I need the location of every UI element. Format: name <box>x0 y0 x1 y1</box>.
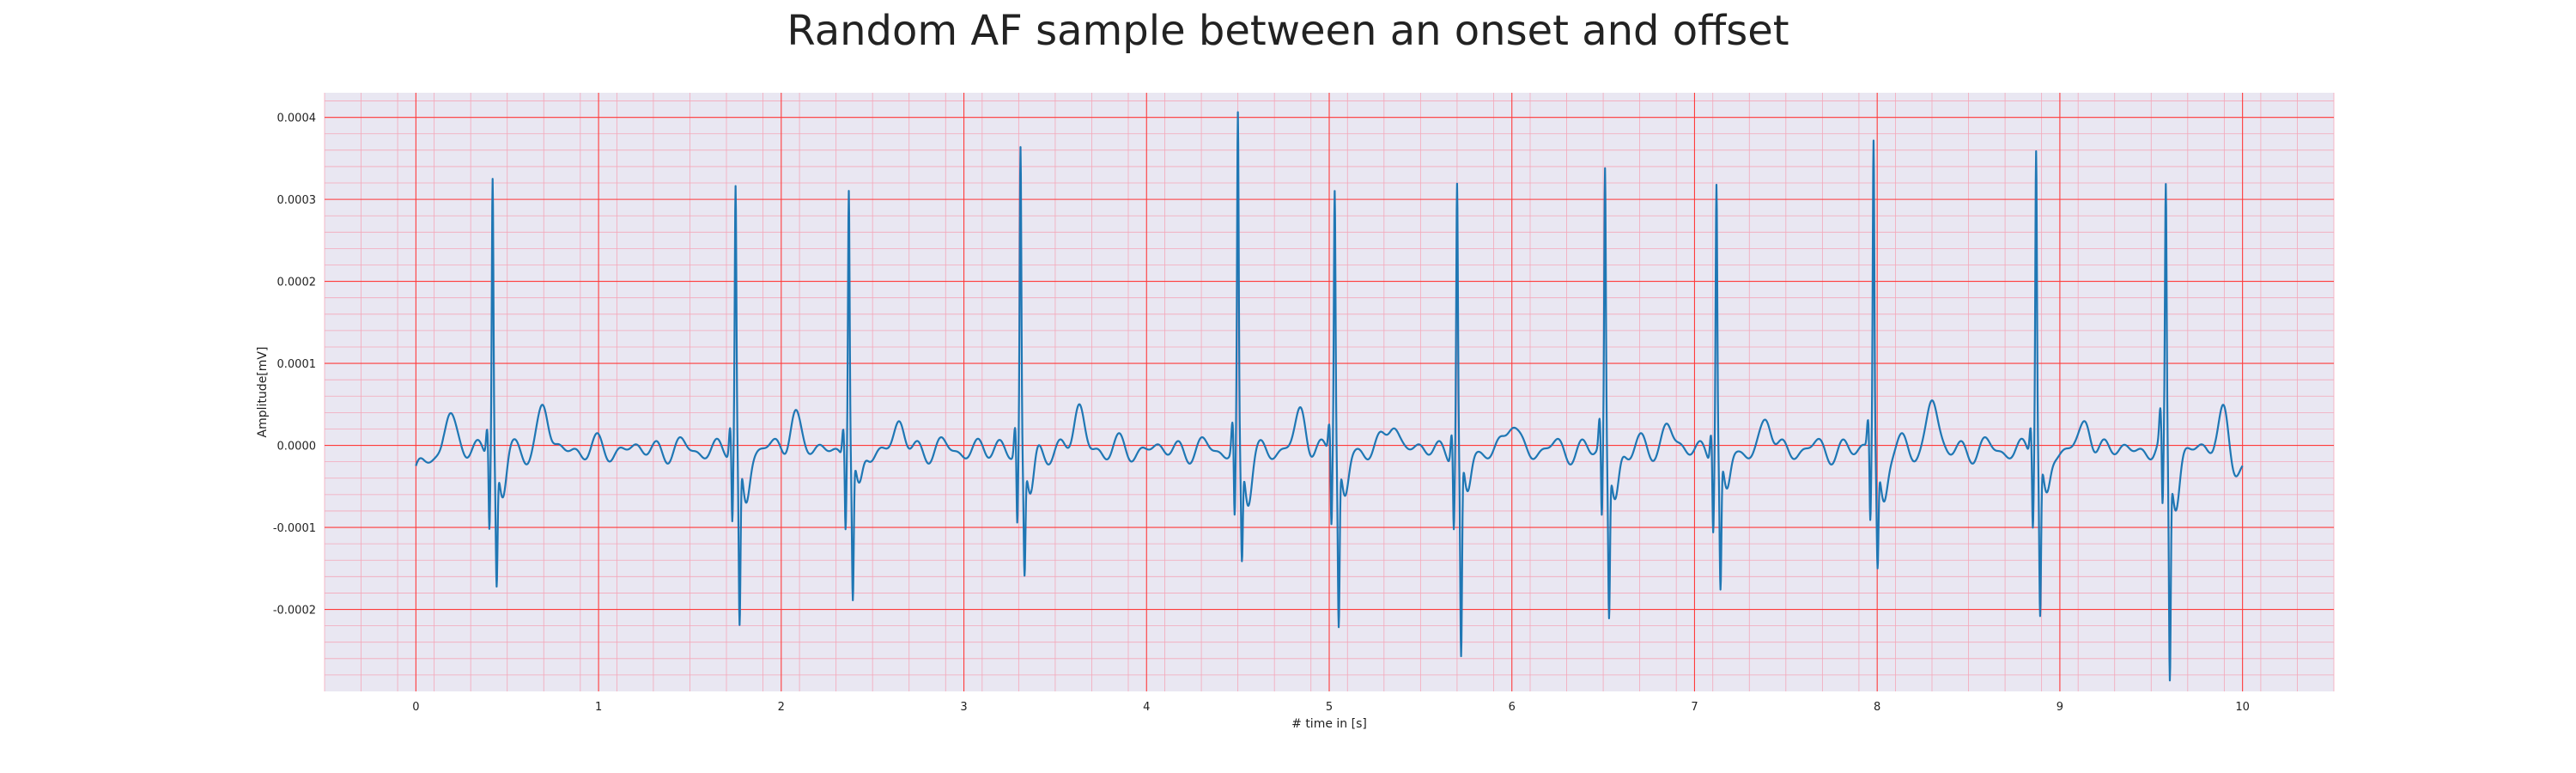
ecg-signal-line <box>415 111 2244 682</box>
x-tick-label: 1 <box>595 701 602 714</box>
y-tick-label: 0.0000 <box>277 441 317 453</box>
y-tick-label: 0.0004 <box>277 113 317 125</box>
x-tick-label: 8 <box>1874 701 1880 714</box>
x-tick-label: 6 <box>1509 701 1516 714</box>
x-tick-label: 7 <box>1691 701 1698 714</box>
y-axis-label: Amplitude[mV] <box>256 347 270 438</box>
x-tick-label: 4 <box>1143 701 1150 714</box>
x-tick-label: 5 <box>1326 701 1333 714</box>
x-tick-label: 10 <box>2235 701 2250 714</box>
major-grid <box>325 93 2334 691</box>
y-tick-label: -0.0002 <box>273 605 316 618</box>
x-axis-label: # time in [s] <box>1291 717 1367 731</box>
y-tick-label: 0.0002 <box>277 277 317 289</box>
y-axis-ticks: -0.0002 -0.0001 0.0000 0.0001 0.0002 0.0003 0.… <box>273 113 316 618</box>
x-axis-ticks: 0 1 2 3 4 5 6 7 8 9 10 <box>412 701 2250 714</box>
chart-title: Random AF sample between an onset and of… <box>787 7 1789 55</box>
y-tick-label: -0.0001 <box>273 522 316 535</box>
x-tick-label: 0 <box>412 701 419 714</box>
x-tick-label: 3 <box>960 701 967 714</box>
y-tick-label: 0.0001 <box>277 358 317 371</box>
x-tick-label: 9 <box>2057 701 2063 714</box>
y-tick-label: 0.0003 <box>277 194 317 207</box>
x-tick-label: 2 <box>778 701 785 714</box>
